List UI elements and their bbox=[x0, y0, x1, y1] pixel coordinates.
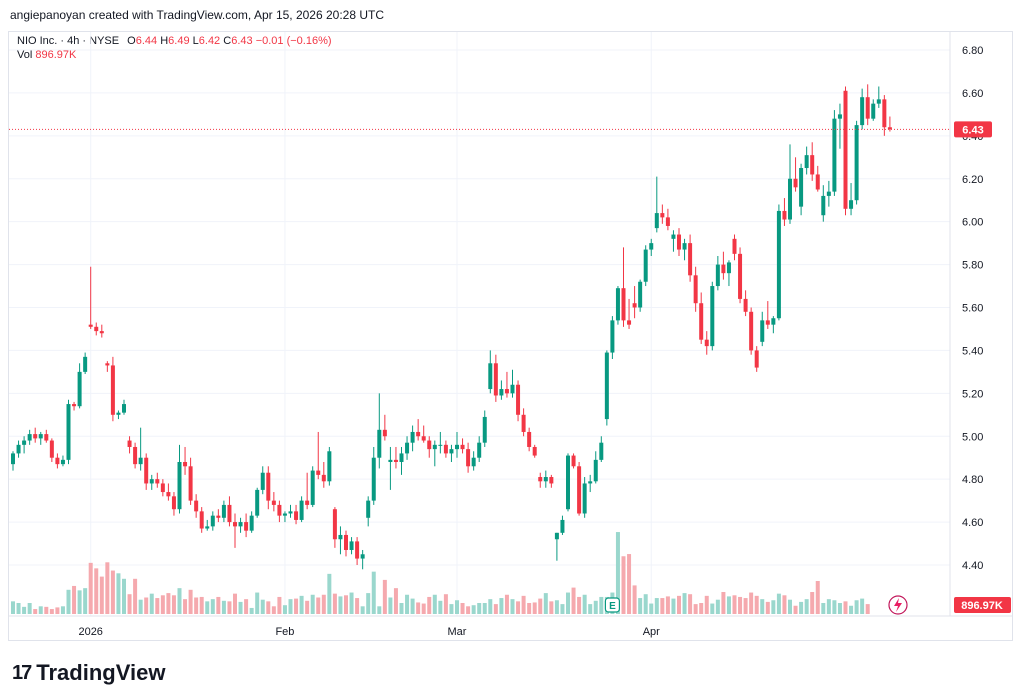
legend-open-label: O bbox=[127, 35, 136, 47]
legend-symbol[interactable]: NIO Inc. · 4h · NYSE bbox=[17, 35, 120, 47]
legend-close: 6.43 bbox=[231, 35, 253, 47]
legend-low-label: L bbox=[192, 35, 199, 47]
chart-credit: angiepanoyan created with TradingView.co… bbox=[10, 8, 385, 22]
chart-frame bbox=[8, 31, 1013, 641]
tradingview-logo[interactable]: 17 TradingView bbox=[12, 660, 165, 686]
legend-close-label: C bbox=[223, 35, 232, 47]
legend-volume-label[interactable]: Vol bbox=[17, 49, 33, 61]
legend-high-label: H bbox=[160, 35, 169, 47]
legend-low: 6.42 bbox=[198, 35, 221, 47]
tradingview-logo-text: TradingView bbox=[36, 660, 166, 685]
legend-ohlc-row: NIO Inc. · 4h · NYSE O6.44 H6.49 L6.42 C… bbox=[17, 34, 332, 48]
legend-high: 6.49 bbox=[168, 35, 190, 47]
legend-open: 6.44 bbox=[135, 35, 158, 47]
legend-volume: 896.97K bbox=[35, 49, 77, 61]
legend-change: −0.01 (−0.16%) bbox=[255, 35, 332, 47]
chart-legend: NIO Inc. · 4h · NYSE O6.44 H6.49 L6.42 C… bbox=[17, 34, 332, 62]
tradingview-logo-icon: 17 bbox=[12, 661, 32, 684]
legend-volume-row: Vol 896.97K bbox=[17, 48, 332, 62]
